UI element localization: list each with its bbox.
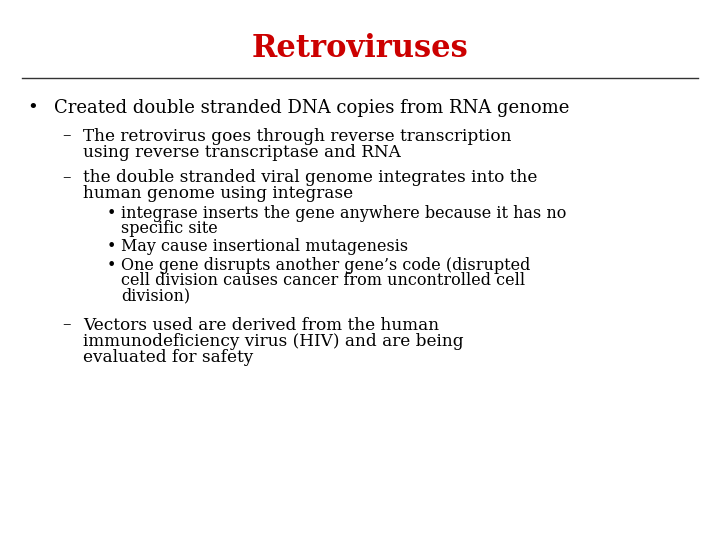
- Text: –: –: [63, 127, 71, 145]
- Text: Vectors used are derived from the human: Vectors used are derived from the human: [83, 316, 439, 334]
- Text: specific site: specific site: [121, 220, 217, 238]
- Text: the double stranded viral genome integrates into the: the double stranded viral genome integra…: [83, 168, 537, 186]
- Text: •: •: [27, 99, 38, 117]
- Text: May cause insertional mutagenesis: May cause insertional mutagenesis: [121, 238, 408, 255]
- Text: integrase inserts the gene anywhere because it has no: integrase inserts the gene anywhere beca…: [121, 205, 567, 222]
- Text: Retroviruses: Retroviruses: [251, 33, 469, 64]
- Text: •: •: [107, 238, 116, 255]
- Text: Created double stranded DNA copies from RNA genome: Created double stranded DNA copies from …: [54, 99, 570, 117]
- Text: The retrovirus goes through reverse transcription: The retrovirus goes through reverse tran…: [83, 127, 511, 145]
- Text: –: –: [63, 168, 71, 186]
- Text: •: •: [107, 205, 116, 222]
- Text: using reverse transcriptase and RNA: using reverse transcriptase and RNA: [83, 144, 400, 161]
- Text: cell division causes cancer from uncontrolled cell: cell division causes cancer from uncontr…: [121, 272, 525, 289]
- Text: human genome using integrase: human genome using integrase: [83, 185, 353, 202]
- Text: evaluated for safety: evaluated for safety: [83, 349, 253, 366]
- Text: immunodeficiency virus (HIV) and are being: immunodeficiency virus (HIV) and are bei…: [83, 333, 464, 350]
- Text: One gene disrupts another gene’s code (disrupted: One gene disrupts another gene’s code (d…: [121, 257, 531, 274]
- Text: division): division): [121, 287, 190, 305]
- Text: –: –: [63, 316, 71, 334]
- Text: •: •: [107, 257, 116, 274]
